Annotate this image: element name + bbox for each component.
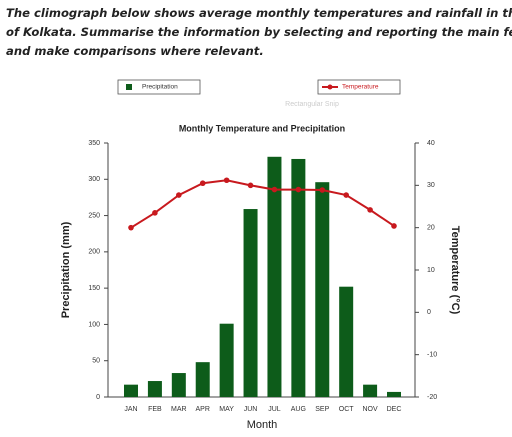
point [319, 187, 326, 193]
bar [219, 323, 234, 397]
point [152, 210, 158, 216]
bar [291, 158, 306, 397]
y2-tick-label: 40 [427, 140, 435, 147]
point [199, 180, 206, 187]
y2-axis-label: Temperature (°C) [449, 226, 461, 315]
y2-tick-label: -10 [427, 352, 437, 359]
y-tick-label: 50 [92, 358, 100, 365]
bar [243, 209, 258, 397]
x-tick-label: AUG [291, 406, 306, 413]
point [247, 182, 254, 189]
point [176, 192, 182, 198]
y-tick-label: 250 [88, 212, 100, 219]
x-tick-label: JUN [244, 406, 258, 413]
prompt-line: The climograph below shows average month… [6, 6, 512, 20]
legend-swatch [327, 84, 333, 90]
bar [124, 384, 138, 397]
point [128, 224, 134, 231]
y2-tick-label: 20 [427, 225, 435, 232]
bar [267, 156, 282, 397]
y-tick-label: 150 [88, 285, 100, 292]
x-tick-label: JAN [124, 406, 137, 413]
x-axis-label: Month [247, 419, 278, 431]
x-tick-label: FEB [148, 406, 162, 413]
x-tick-label: SEP [315, 406, 329, 413]
x-tick-label: JUL [268, 406, 281, 413]
bar [171, 373, 186, 397]
y2-tick-label: -20 [427, 394, 437, 401]
x-tick-label: NOV [363, 406, 379, 413]
bar [387, 391, 401, 397]
y-axis-label: Precipitation (mm) [60, 221, 72, 318]
snip-label: Rectangular Snip [285, 101, 339, 108]
bar [339, 286, 354, 397]
legend-label: Precipitation [142, 84, 178, 91]
x-tick-label: APR [196, 406, 210, 413]
legend-label: Temperature [342, 84, 379, 91]
y-tick-label: 350 [88, 140, 100, 147]
bar [315, 182, 330, 397]
y-tick-label: 0 [96, 394, 100, 401]
legend-box [117, 79, 201, 95]
x-tick-label: MAR [171, 406, 187, 413]
bar [195, 362, 210, 397]
point [271, 186, 278, 193]
prompt-line: and make comparisons where relevant. [6, 44, 264, 58]
x-tick-label: OCT [339, 406, 355, 413]
bar [363, 384, 378, 397]
prompt-line: of Kolkata. Summarise the information by… [6, 25, 512, 39]
point [391, 223, 397, 229]
y-tick-label: 200 [88, 249, 100, 256]
y2-tick-label: 30 [427, 182, 435, 189]
point [367, 207, 373, 213]
y-tick-label: 300 [88, 176, 100, 183]
chart-title: Monthly Temperature and Precipitation [179, 123, 345, 133]
y2-tick-label: 0 [427, 309, 431, 316]
y-tick-label: 100 [88, 321, 100, 328]
legend-box [317, 79, 401, 95]
prompt: The climograph below shows average month… [6, 4, 512, 61]
y2-tick-label: 10 [427, 267, 435, 274]
line [130, 179, 395, 229]
point [343, 192, 349, 198]
x-tick-label: MAY [219, 406, 234, 413]
x-tick-label: DEC [387, 406, 402, 413]
point [223, 177, 230, 184]
point [295, 186, 302, 193]
bar [147, 381, 162, 397]
legend-swatch [126, 84, 132, 90]
